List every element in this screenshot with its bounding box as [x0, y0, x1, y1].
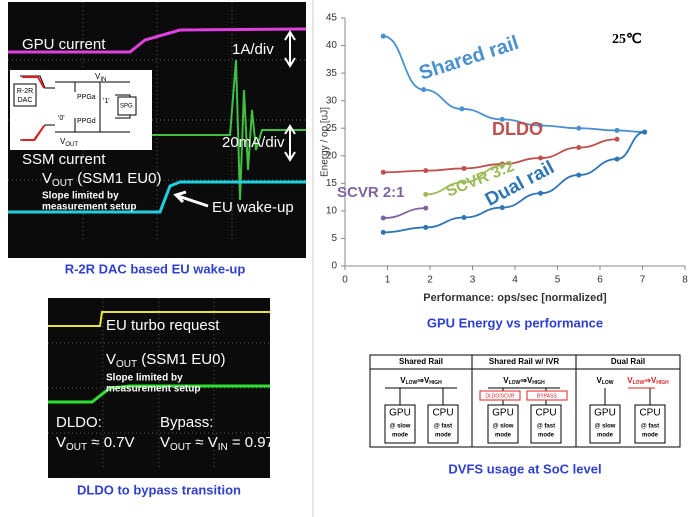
chart: 25℃ Performance: ops/sec [normalized] En…	[320, 13, 689, 331]
point	[576, 145, 581, 150]
point	[462, 166, 467, 171]
caption: DLDO to bypass transition	[77, 482, 241, 497]
label: measurement setup	[42, 202, 136, 213]
point	[576, 126, 581, 131]
label: Slope limited by	[42, 191, 119, 202]
dvfs-table: Shared Rail Shared Rail w/ IVR Dual Rail…	[370, 355, 680, 476]
block-mode: mode	[538, 433, 555, 439]
svg-text:SPG: SPG	[120, 104, 133, 110]
series-label: SCVR 2:1	[337, 184, 405, 201]
block-mode: @ fast	[434, 424, 452, 430]
point	[462, 215, 467, 220]
block-mode: @ fast	[537, 424, 555, 430]
y-tick-label: 10	[326, 206, 338, 217]
block-mode: mode	[435, 433, 452, 439]
svg-text:DAC: DAC	[18, 97, 33, 104]
y-tick-label: 0	[331, 261, 337, 272]
ivr-label: BYPASS	[537, 393, 557, 399]
y-tick-label: 40	[326, 40, 338, 51]
scope-2: EU turbo request VOUT (SSM1 EU0) Slope l…	[48, 298, 284, 497]
point	[423, 225, 428, 230]
label: EU turbo request	[106, 317, 220, 334]
y-tick-label: 30	[326, 95, 338, 106]
block-label: CPU	[535, 408, 556, 419]
series-line	[383, 208, 426, 218]
block-mode: mode	[495, 433, 512, 439]
block-label: CPU	[432, 408, 453, 419]
svg-text:'1': '1'	[103, 98, 110, 105]
block-mode: mode	[392, 433, 409, 439]
series-label: DLDO	[492, 119, 543, 139]
x-tick-label: 4	[512, 275, 518, 286]
schematic: R-2R DAC VIN VOUT PPGa PPGd '1' '0' SPG	[10, 70, 152, 150]
caption: R-2R DAC based EU wake-up	[65, 261, 246, 276]
ivr-label: DLDO/SCVR	[485, 393, 515, 399]
y-tick-label: 45	[326, 13, 338, 24]
label: Bypass:	[160, 414, 213, 431]
series-label: Shared rail	[416, 32, 521, 85]
svg-text:PPGd: PPGd	[77, 118, 96, 125]
point	[381, 230, 386, 235]
point	[615, 157, 620, 162]
y-tick-label: 25	[326, 123, 338, 134]
block-label: GPU	[492, 408, 514, 419]
point	[423, 206, 428, 211]
y-tick-label: 20	[326, 150, 338, 161]
svg-text:'0': '0'	[58, 115, 65, 122]
label: 20mA/div	[222, 134, 285, 151]
scope-1: GPU current 1A/div 20mA/div SSM current …	[8, 2, 306, 276]
point	[615, 128, 620, 133]
y-tick-label: 5	[331, 233, 337, 244]
label: Slope limited by	[106, 373, 183, 384]
caption: DVFS usage at SoC level	[448, 461, 601, 476]
svg-text:PPGa: PPGa	[77, 94, 96, 101]
header: Shared Rail w/ IVR	[489, 357, 559, 366]
y-axis-label: Energy / op [uJ]	[320, 107, 331, 177]
point	[381, 34, 386, 39]
point	[538, 191, 543, 196]
x-tick-label: 0	[342, 275, 348, 286]
label: EU wake-up	[212, 199, 294, 216]
block-mode: mode	[597, 433, 614, 439]
point	[615, 137, 620, 142]
point	[423, 168, 428, 173]
label: measurement setup	[106, 384, 200, 395]
block-mode: mode	[642, 433, 659, 439]
point	[642, 130, 647, 135]
point	[459, 106, 464, 111]
point	[421, 87, 426, 92]
header: Dual Rail	[611, 357, 645, 366]
point	[423, 192, 428, 197]
label: 1A/div	[232, 41, 274, 58]
caption: GPU Energy vs performance	[427, 315, 603, 330]
point	[381, 170, 386, 175]
x-tick-label: 2	[427, 275, 433, 286]
point	[381, 216, 386, 221]
block-mode: @ slow	[595, 424, 616, 430]
x-tick-label: 1	[385, 275, 391, 286]
block-label: CPU	[639, 408, 660, 419]
page: GPU current 1A/div 20mA/div SSM current …	[0, 0, 689, 517]
svg-text:R-2R: R-2R	[17, 88, 33, 95]
x-tick-label: 3	[470, 275, 476, 286]
header: Shared Rail	[399, 357, 443, 366]
label: GPU current	[22, 36, 106, 53]
x-tick-label: 7	[640, 275, 646, 286]
y-tick-label: 15	[326, 178, 338, 189]
label: DLDO:	[56, 414, 102, 431]
x-axis-label: Performance: ops/sec [normalized]	[423, 292, 607, 304]
x-tick-label: 8	[682, 275, 688, 286]
temperature: 25℃	[612, 32, 642, 47]
block-mode: @ fast	[641, 424, 659, 430]
block-label: GPU	[594, 408, 616, 419]
block-mode: @ slow	[390, 424, 411, 430]
x-tick-label: 6	[597, 275, 603, 286]
y-tick-label: 35	[326, 68, 338, 79]
x-tick-label: 5	[555, 275, 561, 286]
block-mode: @ slow	[493, 424, 514, 430]
label: SSM current	[22, 151, 106, 168]
point	[576, 173, 581, 178]
block-label: GPU	[389, 408, 411, 419]
